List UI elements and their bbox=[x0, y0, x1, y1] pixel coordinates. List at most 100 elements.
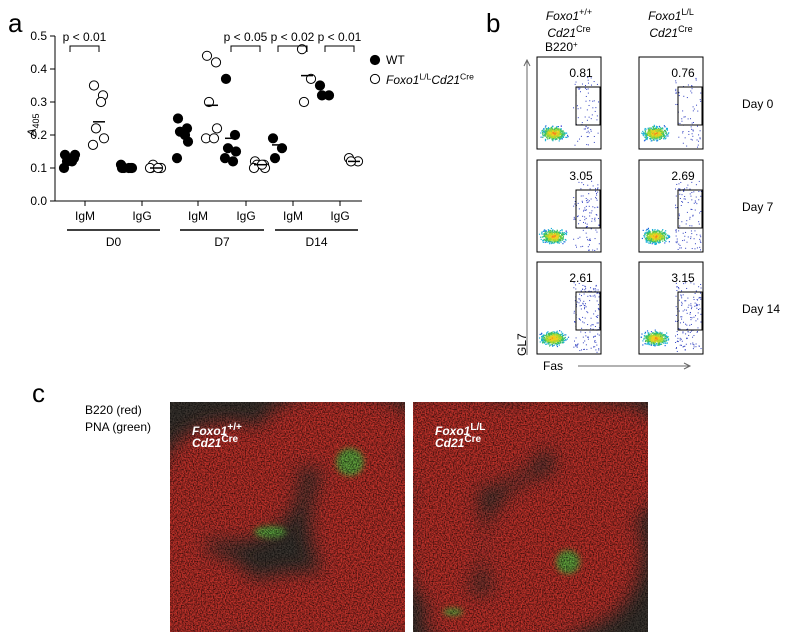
event-dot bbox=[681, 316, 683, 318]
event-dot bbox=[655, 241, 657, 243]
event-dot bbox=[550, 136, 552, 139]
event-dot bbox=[589, 295, 591, 297]
event-dot bbox=[549, 136, 551, 139]
event-dot bbox=[575, 81, 577, 83]
event-dot bbox=[696, 203, 698, 205]
event-dot bbox=[647, 337, 649, 339]
event-dot bbox=[680, 295, 682, 297]
event-dot bbox=[654, 238, 656, 240]
event-dot bbox=[659, 333, 661, 335]
event-dot bbox=[694, 209, 696, 211]
event-dot bbox=[680, 205, 682, 207]
event-dot bbox=[651, 339, 653, 341]
event-dot bbox=[543, 130, 545, 132]
event-dot bbox=[681, 304, 683, 306]
event-dot bbox=[651, 228, 654, 231]
event-dot bbox=[698, 297, 700, 299]
significance-bracket bbox=[69, 45, 100, 52]
event-dot bbox=[554, 135, 556, 137]
event-dot bbox=[667, 339, 669, 341]
event-dot bbox=[656, 332, 658, 335]
event-dot bbox=[562, 334, 565, 336]
event-dot bbox=[544, 342, 546, 344]
event-dot bbox=[551, 133, 553, 135]
event-dot bbox=[557, 241, 559, 244]
event-dot bbox=[588, 193, 590, 195]
event-dot bbox=[573, 282, 575, 284]
event-dot bbox=[662, 333, 664, 336]
event-dot bbox=[658, 240, 660, 242]
event-dot bbox=[543, 339, 545, 341]
event-dot bbox=[551, 237, 553, 239]
event-dot bbox=[591, 210, 593, 212]
event-dot bbox=[548, 130, 550, 133]
event-dot bbox=[655, 138, 657, 140]
event-dot bbox=[684, 235, 686, 237]
legend-label: WT bbox=[386, 53, 405, 67]
event-dot bbox=[661, 339, 663, 341]
event-dot bbox=[648, 344, 650, 346]
event-dot bbox=[548, 231, 550, 233]
event-dot bbox=[647, 136, 649, 139]
event-dot bbox=[576, 344, 578, 346]
label-part: B220 bbox=[545, 40, 573, 54]
event-dot bbox=[677, 334, 679, 336]
event-dot bbox=[544, 126, 546, 128]
event-dot bbox=[659, 240, 661, 242]
event-dot bbox=[641, 132, 643, 134]
event-dot bbox=[685, 323, 687, 325]
event-dot bbox=[689, 324, 691, 326]
event-dot bbox=[650, 129, 652, 131]
event-dot bbox=[645, 230, 647, 232]
row-label: Day 7 bbox=[742, 200, 774, 214]
event-dot bbox=[678, 136, 680, 138]
event-dot bbox=[685, 282, 687, 284]
event-dot bbox=[678, 310, 680, 312]
event-dot bbox=[563, 134, 565, 136]
event-dot bbox=[598, 101, 600, 103]
y-tick-label: 0.1 bbox=[30, 161, 47, 175]
event-dot bbox=[682, 130, 684, 132]
event-dot bbox=[575, 345, 577, 347]
event-dot bbox=[651, 127, 653, 129]
event-dot bbox=[689, 188, 691, 190]
flow-plot: 0.76 bbox=[638, 56, 704, 150]
event-dot bbox=[699, 238, 701, 240]
event-dot bbox=[686, 337, 688, 339]
event-dot bbox=[655, 334, 657, 336]
event-dot bbox=[543, 233, 545, 235]
event-dot bbox=[649, 238, 651, 240]
event-dot bbox=[679, 322, 681, 324]
event-dot bbox=[548, 337, 550, 339]
event-dot bbox=[592, 336, 594, 338]
superscript: Cre bbox=[678, 24, 693, 34]
event-dot bbox=[653, 139, 656, 141]
event-dot bbox=[658, 135, 660, 137]
superscript: Cre bbox=[464, 434, 481, 445]
event-dot bbox=[651, 339, 653, 342]
event-dot bbox=[559, 334, 561, 337]
event-dot bbox=[587, 338, 589, 340]
event-dot bbox=[559, 232, 561, 234]
event-dot bbox=[661, 340, 663, 343]
event-dot bbox=[666, 234, 668, 236]
event-dot bbox=[692, 348, 694, 350]
event-dot bbox=[545, 338, 547, 340]
axis-arrow bbox=[578, 362, 692, 370]
event-dot bbox=[682, 331, 684, 333]
event-dot bbox=[550, 336, 552, 338]
event-dot bbox=[551, 339, 553, 342]
event-dot bbox=[561, 234, 564, 236]
event-dot bbox=[584, 340, 586, 342]
event-dot bbox=[588, 205, 590, 207]
event-dot bbox=[579, 319, 581, 321]
event-dot bbox=[664, 344, 666, 347]
event-dot bbox=[547, 333, 550, 336]
event-dot bbox=[594, 288, 596, 290]
event-dot bbox=[559, 133, 562, 135]
event-dot bbox=[657, 233, 659, 235]
event-dot bbox=[557, 338, 560, 340]
event-dot bbox=[549, 231, 551, 233]
event-dot bbox=[550, 337, 552, 340]
event-dot bbox=[586, 109, 588, 111]
